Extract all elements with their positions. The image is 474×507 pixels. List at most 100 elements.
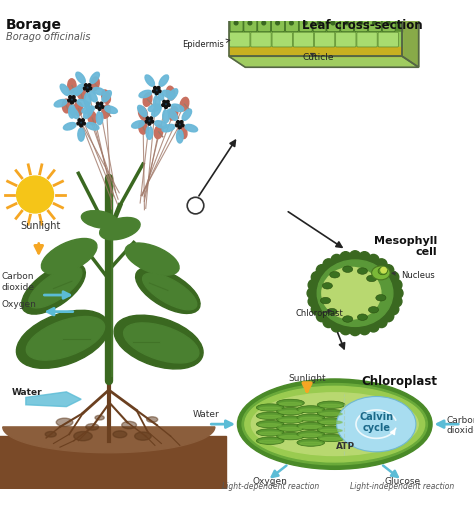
Circle shape [155, 92, 158, 95]
Ellipse shape [86, 123, 99, 130]
Circle shape [392, 287, 403, 299]
Circle shape [345, 3, 348, 7]
Ellipse shape [146, 417, 158, 422]
Circle shape [95, 105, 98, 108]
FancyBboxPatch shape [355, 0, 367, 32]
Ellipse shape [320, 429, 342, 432]
Ellipse shape [277, 416, 304, 423]
Ellipse shape [139, 120, 147, 134]
FancyBboxPatch shape [313, 0, 326, 32]
Circle shape [340, 251, 351, 263]
Ellipse shape [166, 86, 175, 100]
Ellipse shape [26, 316, 105, 360]
Circle shape [100, 102, 103, 105]
Ellipse shape [84, 93, 91, 106]
Circle shape [86, 89, 89, 92]
Ellipse shape [139, 90, 152, 98]
Text: Sunlight: Sunlight [20, 221, 61, 231]
Circle shape [345, 12, 348, 16]
Circle shape [290, 12, 293, 16]
Circle shape [248, 3, 252, 7]
Ellipse shape [280, 436, 301, 439]
FancyBboxPatch shape [258, 0, 271, 32]
Circle shape [84, 84, 87, 87]
Ellipse shape [297, 406, 325, 413]
Circle shape [303, 21, 307, 25]
Polygon shape [3, 427, 215, 453]
Ellipse shape [88, 91, 97, 102]
Circle shape [262, 3, 265, 7]
Ellipse shape [357, 268, 367, 274]
Ellipse shape [70, 88, 82, 95]
Circle shape [175, 124, 178, 127]
FancyBboxPatch shape [229, 32, 402, 47]
Text: Chloroplast: Chloroplast [295, 309, 343, 318]
Circle shape [88, 84, 91, 87]
Text: Glucose: Glucose [384, 477, 420, 486]
Text: Mesophyll
cell: Mesophyll cell [374, 236, 437, 258]
FancyBboxPatch shape [229, 0, 402, 32]
Ellipse shape [56, 418, 73, 426]
Circle shape [308, 279, 319, 291]
Circle shape [359, 21, 363, 25]
Ellipse shape [300, 442, 322, 445]
Ellipse shape [143, 273, 197, 310]
Ellipse shape [182, 109, 191, 120]
Text: Epidermis: Epidermis [0, 506, 1, 507]
Circle shape [331, 255, 342, 266]
Ellipse shape [105, 106, 118, 114]
Text: Borage: Borage [6, 18, 62, 31]
Polygon shape [402, 0, 419, 67]
Ellipse shape [277, 432, 304, 440]
Ellipse shape [17, 310, 109, 368]
Ellipse shape [22, 263, 85, 314]
Ellipse shape [277, 408, 304, 415]
Ellipse shape [259, 440, 281, 443]
Ellipse shape [256, 429, 284, 436]
Text: ATP: ATP [336, 442, 356, 451]
Text: Spongy
mesophyll: Spongy mesophyll [0, 506, 1, 507]
Circle shape [163, 100, 165, 103]
Ellipse shape [77, 99, 90, 107]
FancyBboxPatch shape [382, 0, 395, 32]
Ellipse shape [259, 415, 281, 418]
Ellipse shape [76, 72, 85, 84]
Circle shape [331, 12, 335, 16]
Circle shape [386, 12, 390, 16]
Ellipse shape [300, 425, 322, 428]
FancyBboxPatch shape [327, 0, 340, 32]
Ellipse shape [102, 90, 110, 103]
Ellipse shape [378, 267, 387, 275]
Ellipse shape [297, 439, 325, 446]
Ellipse shape [185, 124, 198, 132]
FancyBboxPatch shape [357, 32, 377, 47]
Ellipse shape [317, 401, 345, 409]
Text: Leaf cross-section: Leaf cross-section [302, 19, 422, 31]
Circle shape [101, 105, 104, 108]
Ellipse shape [300, 417, 322, 420]
Ellipse shape [135, 432, 151, 440]
Circle shape [98, 107, 101, 111]
Circle shape [391, 296, 402, 307]
Text: Chloroplast: Chloroplast [361, 375, 437, 388]
Ellipse shape [124, 323, 199, 363]
Circle shape [373, 12, 376, 16]
Circle shape [386, 3, 390, 7]
Ellipse shape [113, 431, 127, 438]
Circle shape [71, 101, 73, 104]
Ellipse shape [45, 431, 56, 437]
Circle shape [359, 323, 370, 335]
Circle shape [316, 311, 328, 322]
Ellipse shape [297, 430, 325, 438]
Ellipse shape [148, 104, 161, 112]
Ellipse shape [132, 121, 145, 128]
Circle shape [234, 21, 238, 25]
Ellipse shape [68, 79, 76, 92]
Ellipse shape [162, 124, 175, 132]
Circle shape [248, 21, 252, 25]
Circle shape [145, 120, 148, 123]
Circle shape [349, 324, 361, 336]
Circle shape [157, 87, 160, 89]
Circle shape [177, 121, 180, 123]
Ellipse shape [357, 314, 367, 320]
